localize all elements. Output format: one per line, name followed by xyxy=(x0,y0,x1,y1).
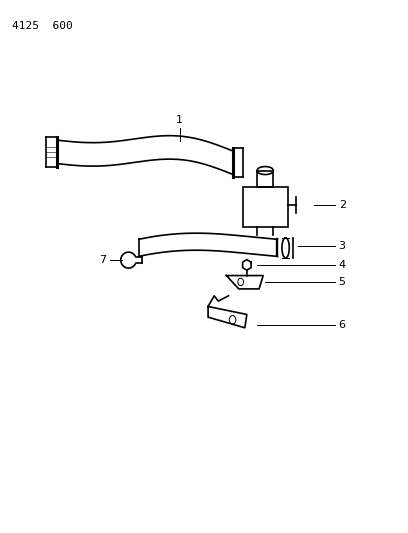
Text: 5: 5 xyxy=(339,278,346,287)
Bar xyxy=(257,171,273,187)
Bar xyxy=(243,187,288,227)
Text: 7: 7 xyxy=(99,255,106,265)
Text: 4125  600: 4125 600 xyxy=(12,21,73,31)
Text: 2: 2 xyxy=(339,200,346,210)
Text: 4: 4 xyxy=(339,260,346,270)
Text: 6: 6 xyxy=(339,320,346,330)
Text: 3: 3 xyxy=(339,241,346,251)
Text: 1: 1 xyxy=(176,115,183,125)
